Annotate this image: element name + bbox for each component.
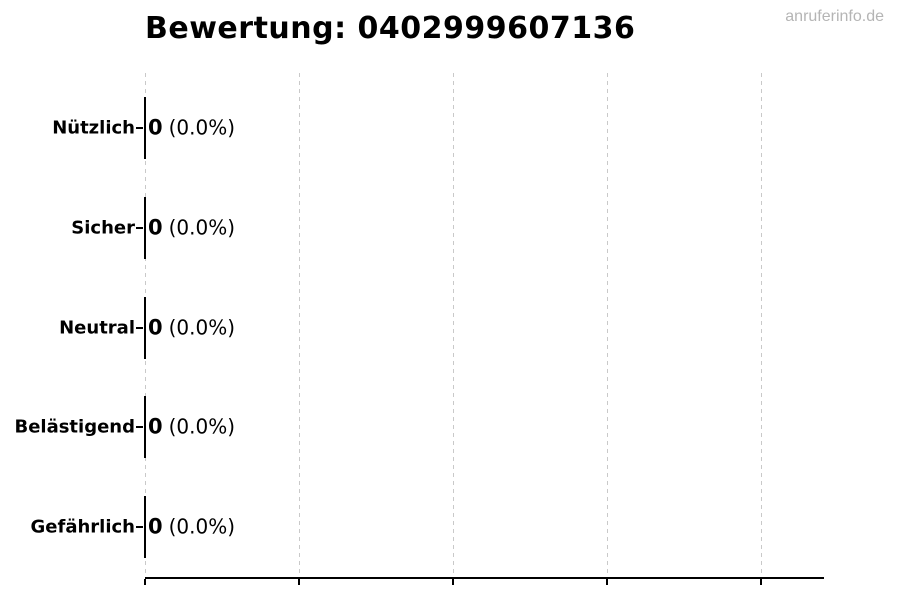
category-label: Sicher bbox=[71, 217, 135, 239]
y-axis-tick bbox=[136, 526, 143, 528]
category-label: Neutral bbox=[59, 317, 135, 339]
value-percent: (0.0%) bbox=[168, 215, 236, 240]
value-annotation: 0 (0.0%) bbox=[148, 116, 235, 140]
chart-title: Bewertung: 0402999607136 bbox=[145, 11, 636, 46]
bar-zero-width bbox=[144, 97, 146, 159]
bar-zero-width bbox=[144, 396, 146, 458]
value-annotation: 0 (0.0%) bbox=[148, 515, 235, 539]
watermark: anruferinfo.de bbox=[785, 8, 884, 25]
gridline bbox=[299, 73, 300, 578]
y-axis-tick bbox=[136, 127, 143, 129]
x-axis-tick bbox=[298, 579, 300, 585]
value-annotation: 0 (0.0%) bbox=[148, 216, 235, 240]
bar-zero-width bbox=[144, 496, 146, 558]
value-count: 0 bbox=[148, 215, 163, 240]
category-label: Belästigend bbox=[14, 416, 135, 438]
value-count: 0 bbox=[148, 514, 163, 539]
x-axis-line bbox=[145, 577, 824, 579]
value-percent: (0.0%) bbox=[168, 115, 236, 140]
value-annotation: 0 (0.0%) bbox=[148, 415, 235, 439]
x-axis-tick bbox=[606, 579, 608, 585]
y-axis-tick bbox=[136, 327, 143, 329]
value-annotation: 0 (0.0%) bbox=[148, 316, 235, 340]
category-label: Nützlich bbox=[52, 117, 135, 139]
gridline bbox=[761, 73, 762, 578]
value-percent: (0.0%) bbox=[168, 315, 236, 340]
x-axis-tick bbox=[760, 579, 762, 585]
value-percent: (0.0%) bbox=[168, 514, 236, 539]
value-percent: (0.0%) bbox=[168, 414, 236, 439]
value-count: 0 bbox=[148, 414, 163, 439]
y-axis-tick bbox=[136, 426, 143, 428]
gridline bbox=[453, 73, 454, 578]
x-axis-tick bbox=[452, 579, 454, 585]
bar-zero-width bbox=[144, 297, 146, 359]
x-axis-tick bbox=[144, 579, 146, 585]
value-count: 0 bbox=[148, 315, 163, 340]
value-count: 0 bbox=[148, 115, 163, 140]
gridline bbox=[607, 73, 608, 578]
y-axis-tick bbox=[136, 227, 143, 229]
bar-zero-width bbox=[144, 197, 146, 259]
category-label: Gefährlich bbox=[30, 516, 135, 538]
